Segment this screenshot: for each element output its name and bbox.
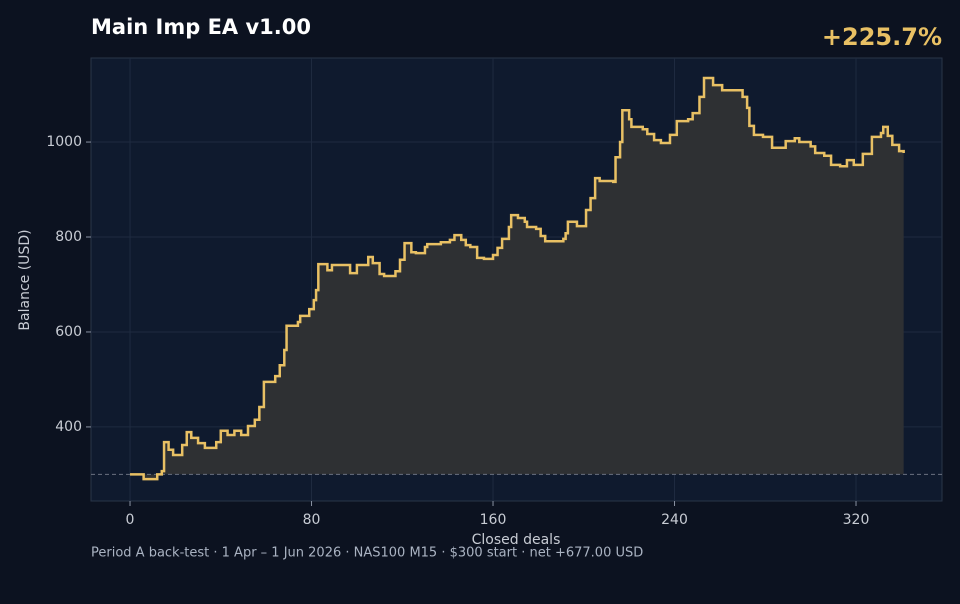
y-tick-label: 600 bbox=[55, 324, 82, 340]
chart-title: Main Imp EA v1.00 bbox=[91, 15, 311, 39]
y-tick-label: 800 bbox=[55, 229, 82, 245]
x-tick-label: 160 bbox=[480, 512, 507, 528]
balance-line bbox=[130, 76, 905, 481]
y-axis-label: Balance (USD) bbox=[17, 229, 33, 330]
footer: Period A back-test · 1 Apr – 1 Jun 2026 … bbox=[91, 546, 643, 561]
area bbox=[130, 77, 904, 480]
headline: +225.7% bbox=[822, 23, 942, 51]
y-tick-label: 1000 bbox=[46, 134, 82, 150]
y-tick-label: 400 bbox=[55, 419, 82, 435]
x-tick-label: 80 bbox=[303, 512, 321, 528]
x-tick-label: 0 bbox=[126, 512, 135, 528]
x-tick-label: 320 bbox=[843, 512, 870, 528]
x-tick-label: 240 bbox=[661, 512, 688, 528]
x-axis-label: Closed deals bbox=[472, 532, 561, 548]
